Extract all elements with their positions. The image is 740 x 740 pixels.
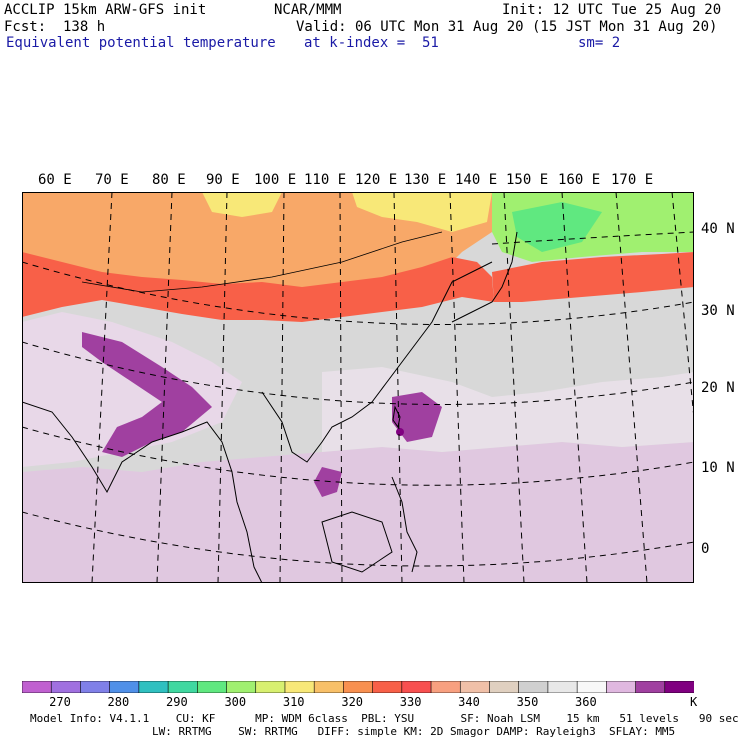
colorbar-swatch — [606, 681, 637, 693]
lon-label: 110 E — [304, 172, 347, 188]
lon-label: 120 E — [355, 172, 398, 188]
colorbar-swatch — [313, 681, 345, 693]
lon-label: 130 E — [404, 172, 447, 188]
colorbar-label: 340 — [458, 695, 480, 709]
colorbar-swatch — [664, 681, 694, 693]
colorbar-label: 280 — [107, 695, 130, 709]
colorbar-swatch — [255, 681, 286, 693]
lat-label: 40 N — [701, 221, 735, 237]
coastline-borneo — [321, 511, 393, 573]
model-title: ACCLIP 15km ARW-GFS init — [4, 2, 207, 18]
lon-label: 150 E — [506, 172, 549, 188]
colorbar-swatch — [80, 681, 111, 693]
equivalent-potential-temperature-map — [22, 192, 694, 583]
colorbar-swatch — [197, 681, 228, 693]
colorbar-swatch — [635, 681, 666, 693]
colorbar-swatch — [284, 681, 315, 693]
colorbar-label: 360 — [575, 695, 597, 709]
grid-lat-20 — [22, 341, 694, 405]
warm-band-orange — [22, 192, 492, 304]
model-info-line2: LW: RRTMG SW: RRTMG DIFF: simple KM: 2D … — [152, 725, 676, 738]
colorbar-swatch — [167, 681, 199, 693]
colorbar-label: 300 — [224, 695, 247, 709]
colorbar-unit: K — [690, 695, 698, 709]
purple-core-typhoon — [392, 392, 442, 442]
smoothing-value: sm= 2 — [578, 35, 621, 51]
lat-label: 10 N — [701, 460, 735, 476]
colorbar-swatch — [50, 681, 82, 693]
colorbar-swatch — [401, 681, 432, 693]
pink-zone-south — [22, 442, 694, 583]
colorbar-swatch — [109, 681, 140, 693]
warm-band-red — [22, 252, 494, 322]
lon-label: 160 E — [558, 172, 601, 188]
colorbar-label: 320 — [341, 695, 364, 709]
coastline-asia — [22, 401, 263, 583]
forecast-hour: Fcst: 138 h — [4, 19, 106, 35]
coastline-japan — [451, 231, 518, 323]
colorbar-label: 310 — [282, 695, 305, 709]
colorbar-swatch — [430, 681, 462, 693]
colorbar-swatch — [343, 681, 374, 693]
colorbar-label: 270 — [49, 695, 71, 709]
colorbar-swatch — [576, 681, 608, 693]
purple-core-bay — [314, 467, 342, 497]
colorbar — [22, 681, 694, 693]
colorbar-swatch — [459, 681, 491, 693]
colorbar-swatch — [226, 681, 257, 693]
organization-label: NCAR/MMM — [274, 2, 342, 18]
grid-lat-30 — [22, 261, 694, 325]
typhoon-eye — [396, 428, 404, 436]
level-index: at k-index = 51 — [304, 35, 439, 51]
warm-band-red-east — [492, 252, 694, 302]
coastline-indochina — [261, 261, 493, 463]
lat-label: 0 — [701, 541, 710, 557]
purple-core-india — [82, 332, 212, 457]
field-name: Equivalent potential temperature — [6, 35, 276, 51]
colorbar-label: 350 — [516, 695, 539, 709]
grid-lat-40 — [491, 231, 694, 245]
colorbar-swatch — [489, 681, 520, 693]
lon-label: 100 E — [254, 172, 297, 188]
yellow-zone-north — [202, 192, 282, 217]
border-lines — [81, 231, 443, 293]
colorbar-swatch — [22, 681, 53, 693]
lat-label: 20 N — [701, 380, 735, 396]
pink-zone-west — [22, 312, 242, 467]
colorbar-label: 330 — [399, 695, 422, 709]
lon-label: 80 E — [152, 172, 186, 188]
valid-time: Valid: 06 UTC Mon 31 Aug 20 (15 JST Mon … — [296, 19, 718, 35]
colorbar-swatch — [518, 681, 549, 693]
coastline-philippines — [391, 476, 418, 573]
map-border — [22, 192, 694, 583]
lon-label: 170 E — [611, 172, 654, 188]
grid-lat-10 — [22, 426, 694, 486]
lon-label: 90 E — [206, 172, 240, 188]
init-time: Init: 12 UTC Tue 25 Aug 20 — [502, 2, 722, 18]
lat-label: 30 N — [701, 303, 735, 319]
green-zone-core — [512, 202, 602, 252]
lon-label: 60 E — [38, 172, 72, 188]
model-info-line1: Model Info: V4.1.1 CU: KF MP: WDM 6class… — [30, 712, 739, 725]
lon-label: 140 E — [455, 172, 498, 188]
lon-label: 70 E — [95, 172, 129, 188]
colorbar-swatch — [372, 681, 403, 693]
colorbar-swatch — [138, 681, 169, 693]
yellow-zone-northeast — [352, 192, 492, 232]
colorbar-swatch — [547, 681, 578, 693]
colorbar-label: 290 — [166, 695, 188, 709]
